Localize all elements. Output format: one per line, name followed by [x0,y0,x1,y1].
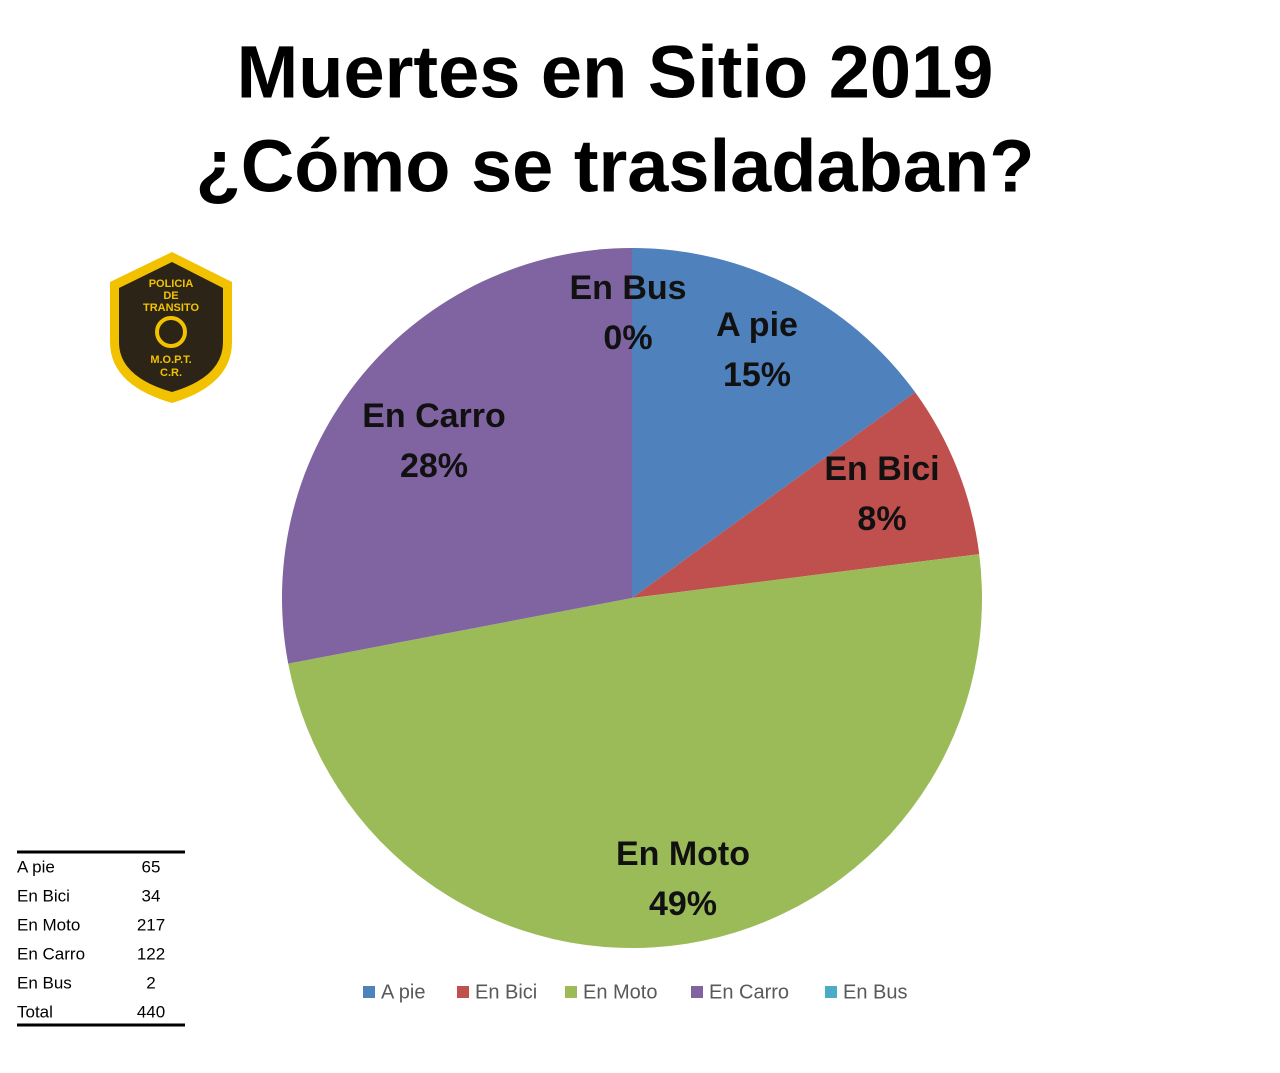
logo-text: C.R. [160,367,182,379]
legend-swatch [565,986,577,998]
legend-label: En Moto [583,981,657,1003]
slice-value-label: 0% [603,319,652,357]
legend-label: En Bus [843,981,907,1003]
logo-text: POLICIA [149,278,194,290]
slice-value-label: 49% [649,885,717,923]
table-cell: En Bus [17,973,72,992]
table-cell: 34 [142,886,161,905]
table-cell: En Bici [17,886,70,905]
logo: POLICIA DE TRANSITO M.O.P.T. C.R. [110,252,232,403]
slice-label: En Carro [362,397,506,435]
table-cell: 2 [146,973,155,992]
table-cell: 122 [137,944,165,963]
table-cell: 440 [137,1002,165,1021]
logo-badge-inner [119,262,223,392]
logo-text: M.O.P.T. [150,354,191,366]
slice-label: En Bus [569,269,686,307]
table-cell: 217 [137,915,165,934]
table-cell: 65 [142,857,161,876]
slice-label: En Bici [824,450,939,488]
table-cell: Total [17,1002,53,1021]
slice-value-label: 8% [857,500,906,538]
table-cell: A pie [17,857,55,876]
slice-value-label: 28% [400,447,468,485]
logo-text: DE [163,290,178,302]
pie-slice [632,248,916,598]
pie-slice [288,554,983,949]
pie-slice [632,392,980,598]
legend-swatch [691,986,703,998]
legend-swatch [457,986,469,998]
pie-slice [281,248,632,664]
chart-title: Muertes en Sitio 2019 [237,31,994,114]
legend-swatch [825,986,837,998]
slice-label: A pie [716,306,798,344]
legend-label: A pie [381,981,425,1003]
legend-swatch [363,986,375,998]
table-cell: En Moto [17,915,80,934]
legend-label: En Carro [709,981,789,1003]
slice-label: En Moto [616,835,750,873]
slice-value-label: 15% [723,356,791,394]
logo-wheel [155,316,187,348]
legend-label: En Bici [475,981,537,1003]
table-cell: En Carro [17,944,85,963]
chart-title: ¿Cómo se trasladaban? [196,125,1035,208]
logo-text: TRANSITO [143,302,199,314]
